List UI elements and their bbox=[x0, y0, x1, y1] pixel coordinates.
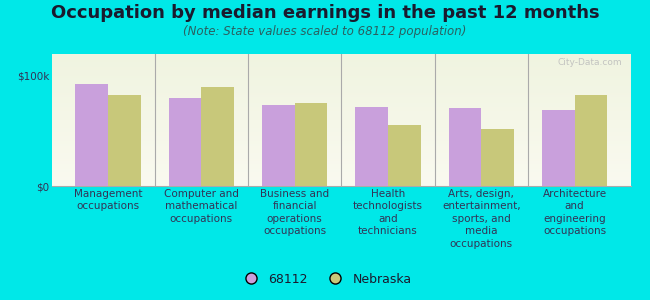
Text: Arts, design,
entertainment,
sports, and
media
occupations: Arts, design, entertainment, sports, and… bbox=[442, 189, 521, 249]
Bar bbox=[575, 95, 607, 186]
Text: Occupation by median earnings in the past 12 months: Occupation by median earnings in the pas… bbox=[51, 4, 599, 22]
Text: Business and
financial
operations
occupations: Business and financial operations occupa… bbox=[260, 189, 329, 236]
Bar bbox=[542, 110, 575, 186]
Bar bbox=[356, 107, 388, 186]
Text: Health
technologists
and
technicians: Health technologists and technicians bbox=[353, 189, 423, 236]
Bar bbox=[388, 125, 421, 186]
Bar bbox=[262, 105, 294, 186]
Bar bbox=[294, 103, 327, 186]
Bar bbox=[481, 129, 514, 186]
Bar bbox=[448, 108, 481, 186]
Text: City-Data.com: City-Data.com bbox=[557, 58, 622, 67]
Bar bbox=[168, 98, 202, 186]
Text: (Note: State values scaled to 68112 population): (Note: State values scaled to 68112 popu… bbox=[183, 26, 467, 38]
Legend: 68112, Nebraska: 68112, Nebraska bbox=[233, 268, 417, 291]
Text: Computer and
mathematical
occupations: Computer and mathematical occupations bbox=[164, 189, 239, 224]
Bar bbox=[75, 84, 108, 186]
Text: Management
occupations: Management occupations bbox=[73, 189, 142, 212]
Bar bbox=[108, 95, 140, 186]
Bar bbox=[202, 87, 234, 186]
Text: Architecture
and
engineering
occupations: Architecture and engineering occupations bbox=[543, 189, 606, 236]
